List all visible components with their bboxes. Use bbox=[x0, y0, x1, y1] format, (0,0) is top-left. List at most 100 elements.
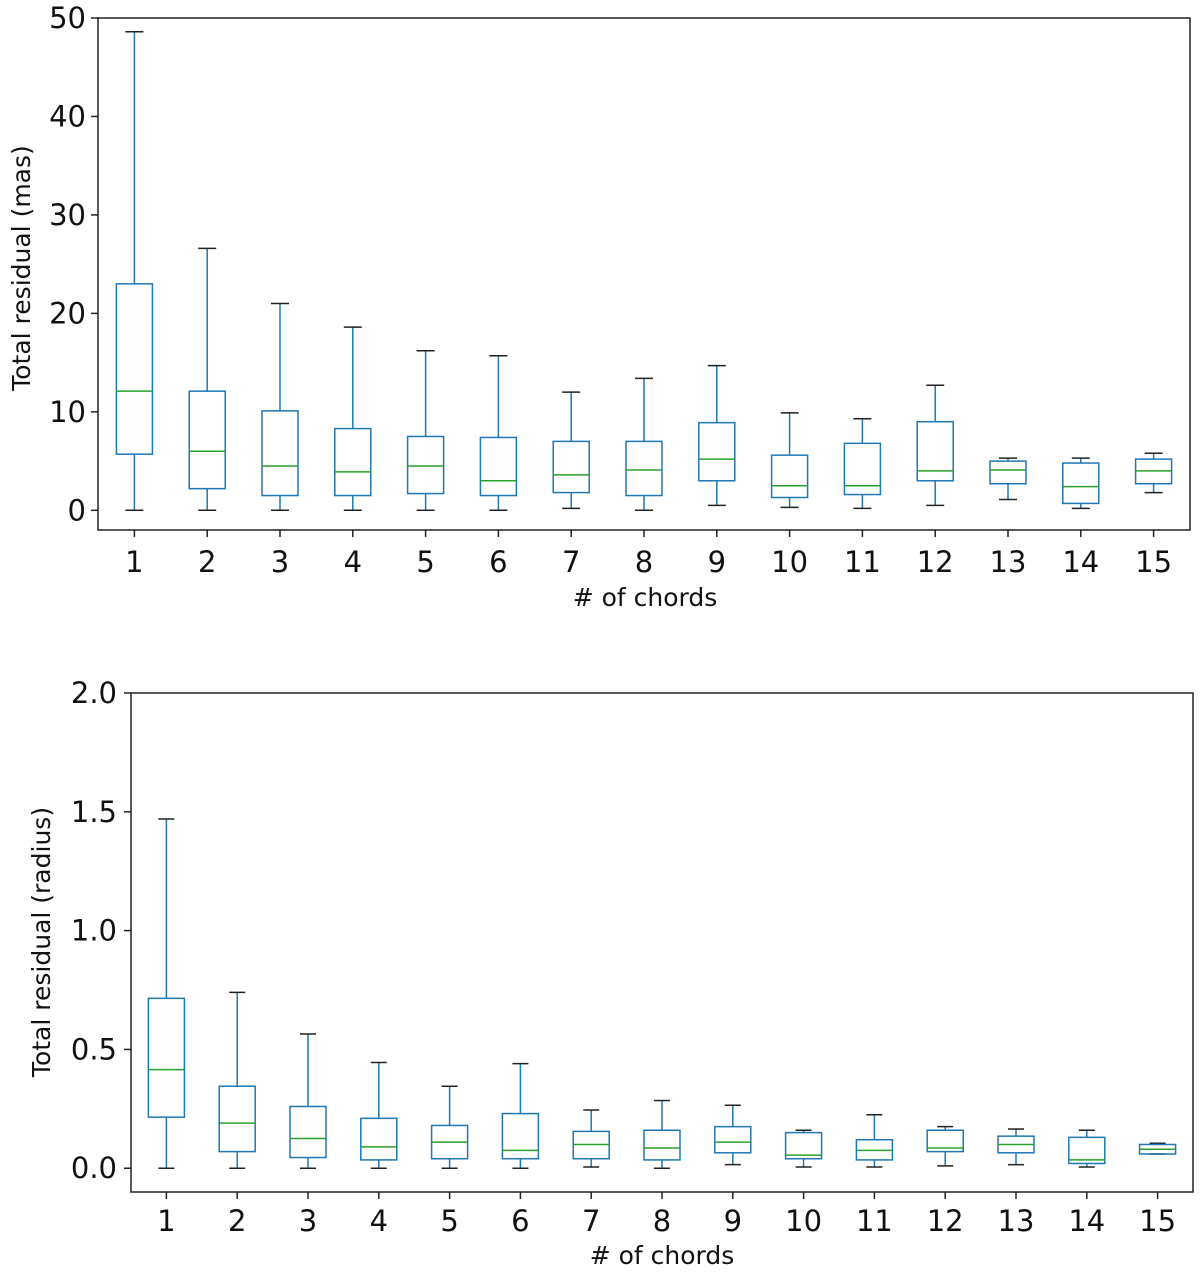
box-2 bbox=[218, 991, 256, 1169]
x-tick-label: 6 bbox=[489, 545, 507, 579]
x-axis-label: # of chords bbox=[573, 583, 718, 612]
iqr-box bbox=[289, 1105, 327, 1159]
y-axis-label: Total residual (radius) bbox=[27, 807, 56, 1078]
x-tick-label: 12 bbox=[927, 1204, 964, 1238]
box-6 bbox=[479, 354, 518, 512]
chart-top: 0 10 20 30 40 50 1 2 3 4 5 6 7 8 9 10 11 12 13 14 15 # of ch… bbox=[7, 1, 1191, 612]
iqr-box bbox=[188, 390, 226, 490]
box-7 bbox=[552, 391, 590, 510]
box-8 bbox=[643, 1099, 681, 1169]
iqr-box bbox=[218, 1085, 256, 1153]
x-tick-label: 6 bbox=[511, 1204, 529, 1238]
box-13 bbox=[997, 1128, 1035, 1166]
x-tick-label: 1 bbox=[125, 545, 143, 579]
chart-bottom-svg: 0.00.51.01.52.01 2 3 4 5 6 7 8 9 10 11 12 13 14 15 # o… bbox=[27, 676, 1194, 1270]
box-11 bbox=[855, 1114, 894, 1168]
chart-bottom: 0.0 0.5 1.0 1.5 2.0 1 2 3 4 5 6 7 8 9 10 11 12 13 14 15 # o… bbox=[0, 637, 1200, 1274]
x-tick-label: 11 bbox=[844, 545, 881, 579]
iqr-box bbox=[261, 410, 299, 497]
box-10 bbox=[784, 1129, 823, 1168]
y-tick-label: 20 bbox=[49, 296, 86, 330]
box-3 bbox=[261, 302, 299, 512]
x-tick-label: 7 bbox=[562, 545, 580, 579]
box-5 bbox=[430, 1085, 469, 1169]
x-tick-label: 13 bbox=[990, 545, 1027, 579]
iqr-box bbox=[334, 427, 372, 497]
iqr-box bbox=[1068, 1136, 1106, 1165]
x-tick-label: 2 bbox=[198, 545, 216, 579]
box-13 bbox=[989, 457, 1027, 501]
iqr-box bbox=[843, 442, 882, 496]
box-9 bbox=[698, 364, 736, 507]
y-tick-label: 1.0 bbox=[71, 914, 117, 948]
x-tick-label: 10 bbox=[771, 545, 808, 579]
iqr-box bbox=[698, 421, 736, 482]
iqr-box bbox=[916, 420, 954, 482]
y-tick-label: 30 bbox=[49, 198, 86, 232]
box-7 bbox=[572, 1109, 610, 1168]
box-10 bbox=[770, 412, 809, 509]
x-tick-label: 15 bbox=[1139, 1204, 1176, 1238]
iqr-box bbox=[360, 1117, 398, 1161]
box-14 bbox=[1062, 457, 1100, 510]
box-6 bbox=[501, 1062, 540, 1169]
box-12 bbox=[926, 1125, 964, 1167]
box-5 bbox=[406, 350, 445, 512]
box-15 bbox=[1138, 1142, 1177, 1155]
x-tick-label: 9 bbox=[724, 1204, 742, 1238]
y-tick-label: 0 bbox=[68, 493, 86, 527]
box-11 bbox=[843, 417, 882, 510]
x-tick-label: 3 bbox=[271, 545, 289, 579]
box-4 bbox=[360, 1061, 398, 1169]
iqr-box bbox=[115, 283, 154, 455]
chart-bottom-plot: 0.00.51.01.52.01 2 3 4 5 6 7 8 9 10 11 12 13 14 15 bbox=[71, 676, 1194, 1238]
iqr-box bbox=[625, 440, 663, 497]
y-tick-label: 0.0 bbox=[71, 1151, 117, 1185]
box-2 bbox=[188, 247, 226, 512]
y-tick-label: 0.5 bbox=[71, 1032, 117, 1066]
iqr-box bbox=[1062, 462, 1100, 505]
iqr-box bbox=[770, 454, 809, 499]
x-tick-label: 8 bbox=[635, 545, 653, 579]
x-tick-label: 1 bbox=[157, 1204, 175, 1238]
x-tick-label: 2 bbox=[228, 1204, 246, 1238]
x-tick-label: 8 bbox=[653, 1204, 671, 1238]
x-tick-label: 14 bbox=[1068, 1204, 1105, 1238]
x-tick-label: 4 bbox=[370, 1204, 388, 1238]
y-axis-label: Total residual (mas) bbox=[7, 145, 36, 392]
x-tick-label: 11 bbox=[856, 1204, 893, 1238]
box-12 bbox=[916, 384, 954, 507]
iqr-box bbox=[147, 997, 186, 1118]
iqr-box bbox=[643, 1129, 681, 1161]
y-tick-label: 1.5 bbox=[71, 795, 117, 829]
box-8 bbox=[625, 377, 663, 512]
x-tick-label: 7 bbox=[582, 1204, 600, 1238]
box-1 bbox=[115, 31, 154, 512]
iqr-box bbox=[926, 1129, 964, 1153]
y-tick-label: 10 bbox=[49, 395, 86, 429]
x-tick-label: 9 bbox=[708, 545, 726, 579]
x-tick-label: 15 bbox=[1135, 545, 1172, 579]
iqr-box bbox=[784, 1131, 823, 1160]
iqr-box bbox=[406, 435, 445, 495]
box-4 bbox=[334, 326, 372, 512]
y-tick-label: 40 bbox=[49, 99, 86, 133]
x-tick-label: 14 bbox=[1062, 545, 1099, 579]
x-tick-label: 5 bbox=[416, 545, 434, 579]
box-3 bbox=[289, 1033, 327, 1169]
y-tick-label: 2.0 bbox=[71, 676, 117, 710]
x-axis-label: # of chords bbox=[590, 1241, 735, 1270]
x-tick-label: 12 bbox=[917, 545, 954, 579]
x-tick-label: 5 bbox=[440, 1204, 458, 1238]
iqr-box bbox=[501, 1112, 540, 1160]
box-1 bbox=[147, 818, 186, 1169]
x-tick-label: 10 bbox=[785, 1204, 822, 1238]
box-14 bbox=[1068, 1129, 1106, 1168]
y-tick-label: 50 bbox=[49, 1, 86, 35]
iqr-box bbox=[714, 1125, 752, 1154]
x-tick-label: 4 bbox=[344, 545, 362, 579]
iqr-box bbox=[989, 460, 1027, 485]
iqr-box bbox=[479, 436, 518, 497]
